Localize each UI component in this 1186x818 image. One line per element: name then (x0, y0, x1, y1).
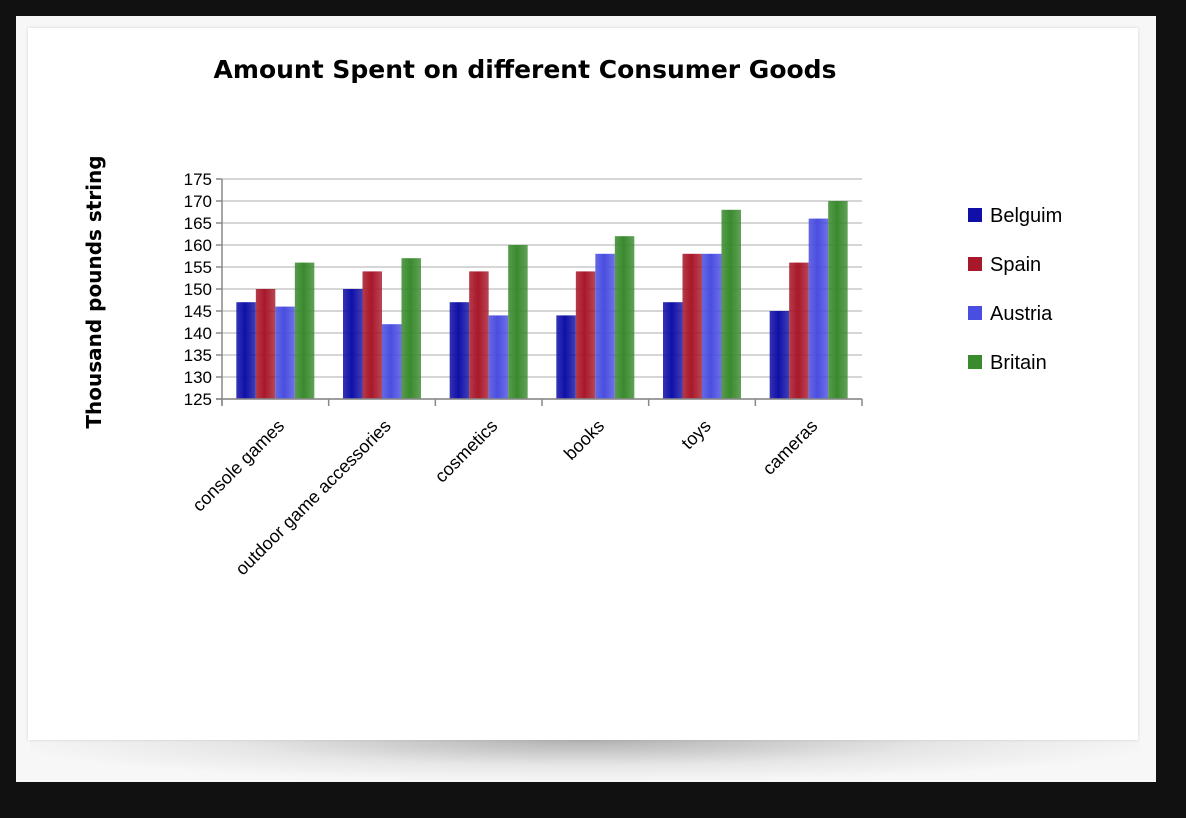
bar-austria-outdoor-game-accessories (382, 324, 402, 399)
gridlines (222, 178, 862, 400)
bar-britain-console-games (294, 262, 315, 399)
y-tick-label: 140 (184, 324, 212, 343)
legend-label-spain: Spain (990, 254, 1041, 276)
legend-label-britain: Britain (990, 352, 1047, 374)
bar-belguim-cosmetics (449, 302, 470, 399)
bars (236, 201, 848, 399)
y-tick-label: 135 (184, 346, 212, 365)
bar-spain-console-games (255, 289, 276, 399)
bar-belguim-books (556, 315, 576, 399)
bar-austria-toys (702, 253, 722, 399)
bar-austria-cameras (808, 218, 829, 399)
y-tick-label: 165 (184, 214, 212, 233)
axes (216, 178, 863, 406)
x-tick-label: books (560, 416, 608, 464)
bar-belguim-toys (663, 302, 683, 399)
bar-austria-console-games (275, 306, 295, 399)
bar-austria-books (595, 253, 615, 399)
legend-swatch-britain (968, 355, 982, 369)
bar-belguim-outdoor-game-accessories (343, 289, 363, 399)
legend-label-austria: Austria (990, 303, 1053, 325)
y-tick-label: 130 (184, 368, 212, 387)
y-tick-label: 175 (184, 170, 212, 189)
bar-belguim-console-games (236, 302, 256, 399)
legend: Belguim Spain Austria Britain (968, 205, 1062, 374)
bar-britain-books (614, 236, 635, 399)
bar-austria-cosmetics (488, 315, 509, 399)
chart-title: Amount Spent on different Consumer Goods (214, 55, 837, 84)
bar-spain-toys (682, 253, 702, 399)
legend-swatch-spain (968, 257, 982, 271)
x-tick-label: toys (677, 416, 714, 453)
bar-britain-outdoor-game-accessories (401, 258, 421, 399)
bar-britain-cameras (828, 201, 848, 399)
bar-britain-cosmetics (508, 245, 528, 399)
y-tick-label: 170 (184, 192, 212, 211)
y-tick-labels: 125 130 135 140 145 150 155 160 165 170 175 (184, 170, 212, 409)
y-axis-label: Thousand pounds string (82, 155, 106, 428)
bar-spain-books (575, 271, 596, 399)
x-tick-label: cosmetics (431, 416, 502, 487)
bar-spain-cameras (789, 262, 809, 399)
card-shadow (30, 740, 1140, 780)
bar-spain-cosmetics (469, 271, 489, 399)
bar-belguim-cameras (769, 311, 790, 399)
legend-swatch-belguim (968, 208, 982, 222)
x-tick-label: console games (188, 416, 288, 516)
y-tick-label: 145 (184, 302, 212, 321)
y-tick-label: 125 (184, 390, 212, 409)
legend-swatch-austria (968, 306, 982, 320)
y-tick-label: 160 (184, 236, 212, 255)
bar-britain-toys (721, 209, 741, 399)
y-tick-label: 150 (184, 280, 212, 299)
bar-spain-outdoor-game-accessories (362, 271, 382, 399)
x-tick-label: cameras (759, 416, 822, 479)
legend-label-belguim: Belguim (990, 205, 1062, 227)
y-tick-label: 155 (184, 258, 212, 277)
